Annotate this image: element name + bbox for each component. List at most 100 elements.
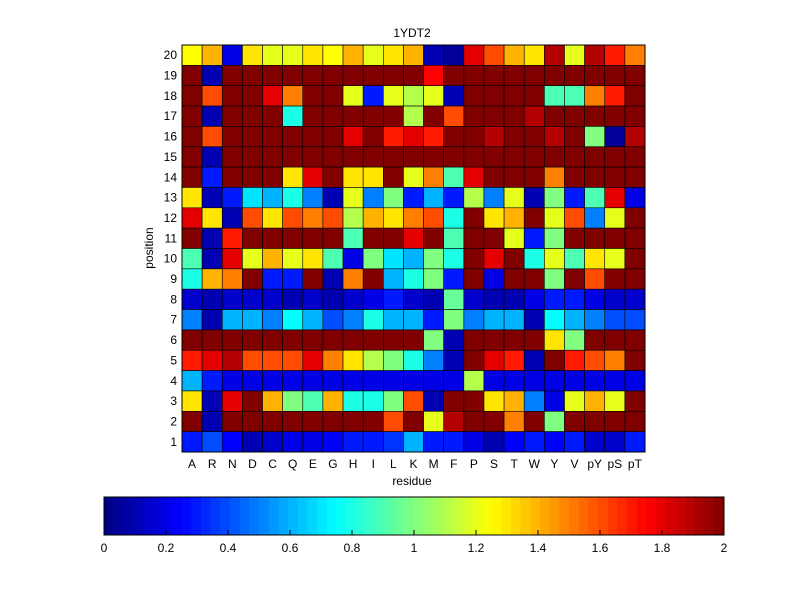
heatmap-cell (604, 329, 626, 351)
heatmap-cell (503, 187, 525, 209)
heatmap-cell (604, 65, 626, 86)
colorbar-step (462, 497, 473, 535)
heatmap-cell (362, 85, 384, 107)
colorbar-step (355, 497, 367, 535)
heatmap-cell (403, 85, 424, 107)
heatmap-cell (362, 146, 384, 168)
heatmap-cell (342, 166, 364, 188)
heatmap-cell (544, 288, 565, 310)
heatmap-cell (523, 105, 545, 127)
heatmap-cell (322, 44, 344, 66)
heatmap-cell (382, 187, 404, 209)
colorbar-tick-label: 1.2 (468, 541, 485, 555)
heatmap-cell (282, 309, 304, 331)
heatmap-cell (403, 227, 424, 249)
heatmap-cell (382, 248, 404, 270)
heatmap-cell (483, 268, 505, 290)
heatmap-cell (302, 65, 324, 86)
heatmap-cell (262, 309, 283, 331)
heatmap-cell (423, 248, 445, 270)
heatmap-cell (443, 370, 465, 392)
heatmap-cell (382, 85, 404, 107)
heatmap-cell (342, 65, 364, 86)
heatmap-cell (302, 187, 324, 209)
heatmap-cell (624, 370, 646, 392)
heatmap-cell (322, 227, 344, 249)
heatmap-cell (403, 390, 424, 412)
heatmap-cell (282, 187, 304, 209)
colorbar-step (220, 497, 231, 535)
heatmap-cell (463, 309, 485, 331)
y-tick-label: 2 (170, 414, 177, 428)
heatmap-cell (523, 329, 545, 351)
colorbar-step (685, 497, 696, 535)
heatmap-cell (221, 65, 243, 86)
colorbar-step (288, 497, 299, 535)
heatmap-cell (362, 410, 384, 432)
heatmap-cell (483, 105, 505, 127)
heatmap-cell (443, 187, 465, 209)
heatmap-cell (362, 207, 384, 229)
heatmap-cell (403, 329, 424, 351)
heatmap-cell (503, 207, 525, 229)
heatmap-cell (544, 329, 565, 351)
heatmap-cell (362, 44, 384, 66)
heatmap-cell (463, 248, 485, 270)
x-axis-label: residue (392, 474, 432, 488)
heatmap-cell (463, 166, 485, 188)
colorbar-step (375, 497, 386, 535)
heatmap-cell (544, 349, 565, 371)
heatmap-cell (221, 227, 243, 249)
heatmap-cell (463, 85, 485, 107)
heatmap-cell (423, 390, 445, 412)
y-tick-labels: 20 19 18 17 16 15 14 13 12 11 10 9 8 7 6 5 4 3 2 1 (164, 48, 178, 449)
x-tick-label: R (208, 457, 217, 471)
heatmap-cell (362, 309, 384, 331)
heatmap-cell (423, 146, 445, 168)
heatmap-cell (262, 390, 283, 412)
x-tick-label: S (490, 457, 498, 471)
heatmap-cell (262, 85, 283, 107)
colorbar-tick-label: 1.8 (654, 541, 671, 555)
x-tick-label: A (188, 457, 196, 471)
heatmap-cell (483, 288, 505, 310)
heatmap-cell (584, 370, 606, 392)
y-tick-label: 14 (164, 170, 178, 184)
heatmap-cell (523, 65, 545, 86)
heatmap-cell (342, 431, 364, 453)
colorbar-step (627, 497, 638, 535)
y-tick-label: 7 (170, 313, 177, 327)
heatmap-cell (242, 288, 263, 310)
heatmap-cell (262, 207, 283, 229)
heatmap-cell (221, 370, 243, 392)
heatmap-cell (342, 85, 364, 107)
heatmap-cell (463, 410, 485, 432)
heatmap-cell (544, 227, 565, 249)
heatmap-cell (564, 349, 585, 371)
heatmap-cell (523, 370, 545, 392)
x-tick-label: E (309, 457, 317, 471)
heatmap-cell (564, 146, 585, 168)
colorbar-step (229, 497, 241, 535)
colorbar-step (200, 497, 212, 535)
heatmap-cell (322, 248, 344, 270)
heatmap-cell (221, 187, 243, 209)
y-tick-label: 20 (164, 48, 178, 62)
heatmap-cell (201, 187, 223, 209)
heatmap-cell (342, 268, 364, 290)
colorbar-step (549, 497, 560, 535)
heatmap-cell (443, 166, 465, 188)
heatmap-cell (544, 207, 565, 229)
colorbar-step (578, 497, 589, 535)
heatmap-cell (403, 349, 424, 371)
heatmap-cell (262, 187, 283, 209)
colorbar-step (656, 497, 667, 535)
heatmap-cell (201, 309, 223, 331)
heatmap-cell (544, 268, 565, 290)
heatmap-cell (242, 248, 263, 270)
heatmap-cell (322, 146, 344, 168)
heatmap-cell (624, 166, 646, 188)
heatmap-cell (221, 146, 243, 168)
heatmap-cell (584, 268, 606, 290)
colorbar-step (617, 497, 628, 535)
